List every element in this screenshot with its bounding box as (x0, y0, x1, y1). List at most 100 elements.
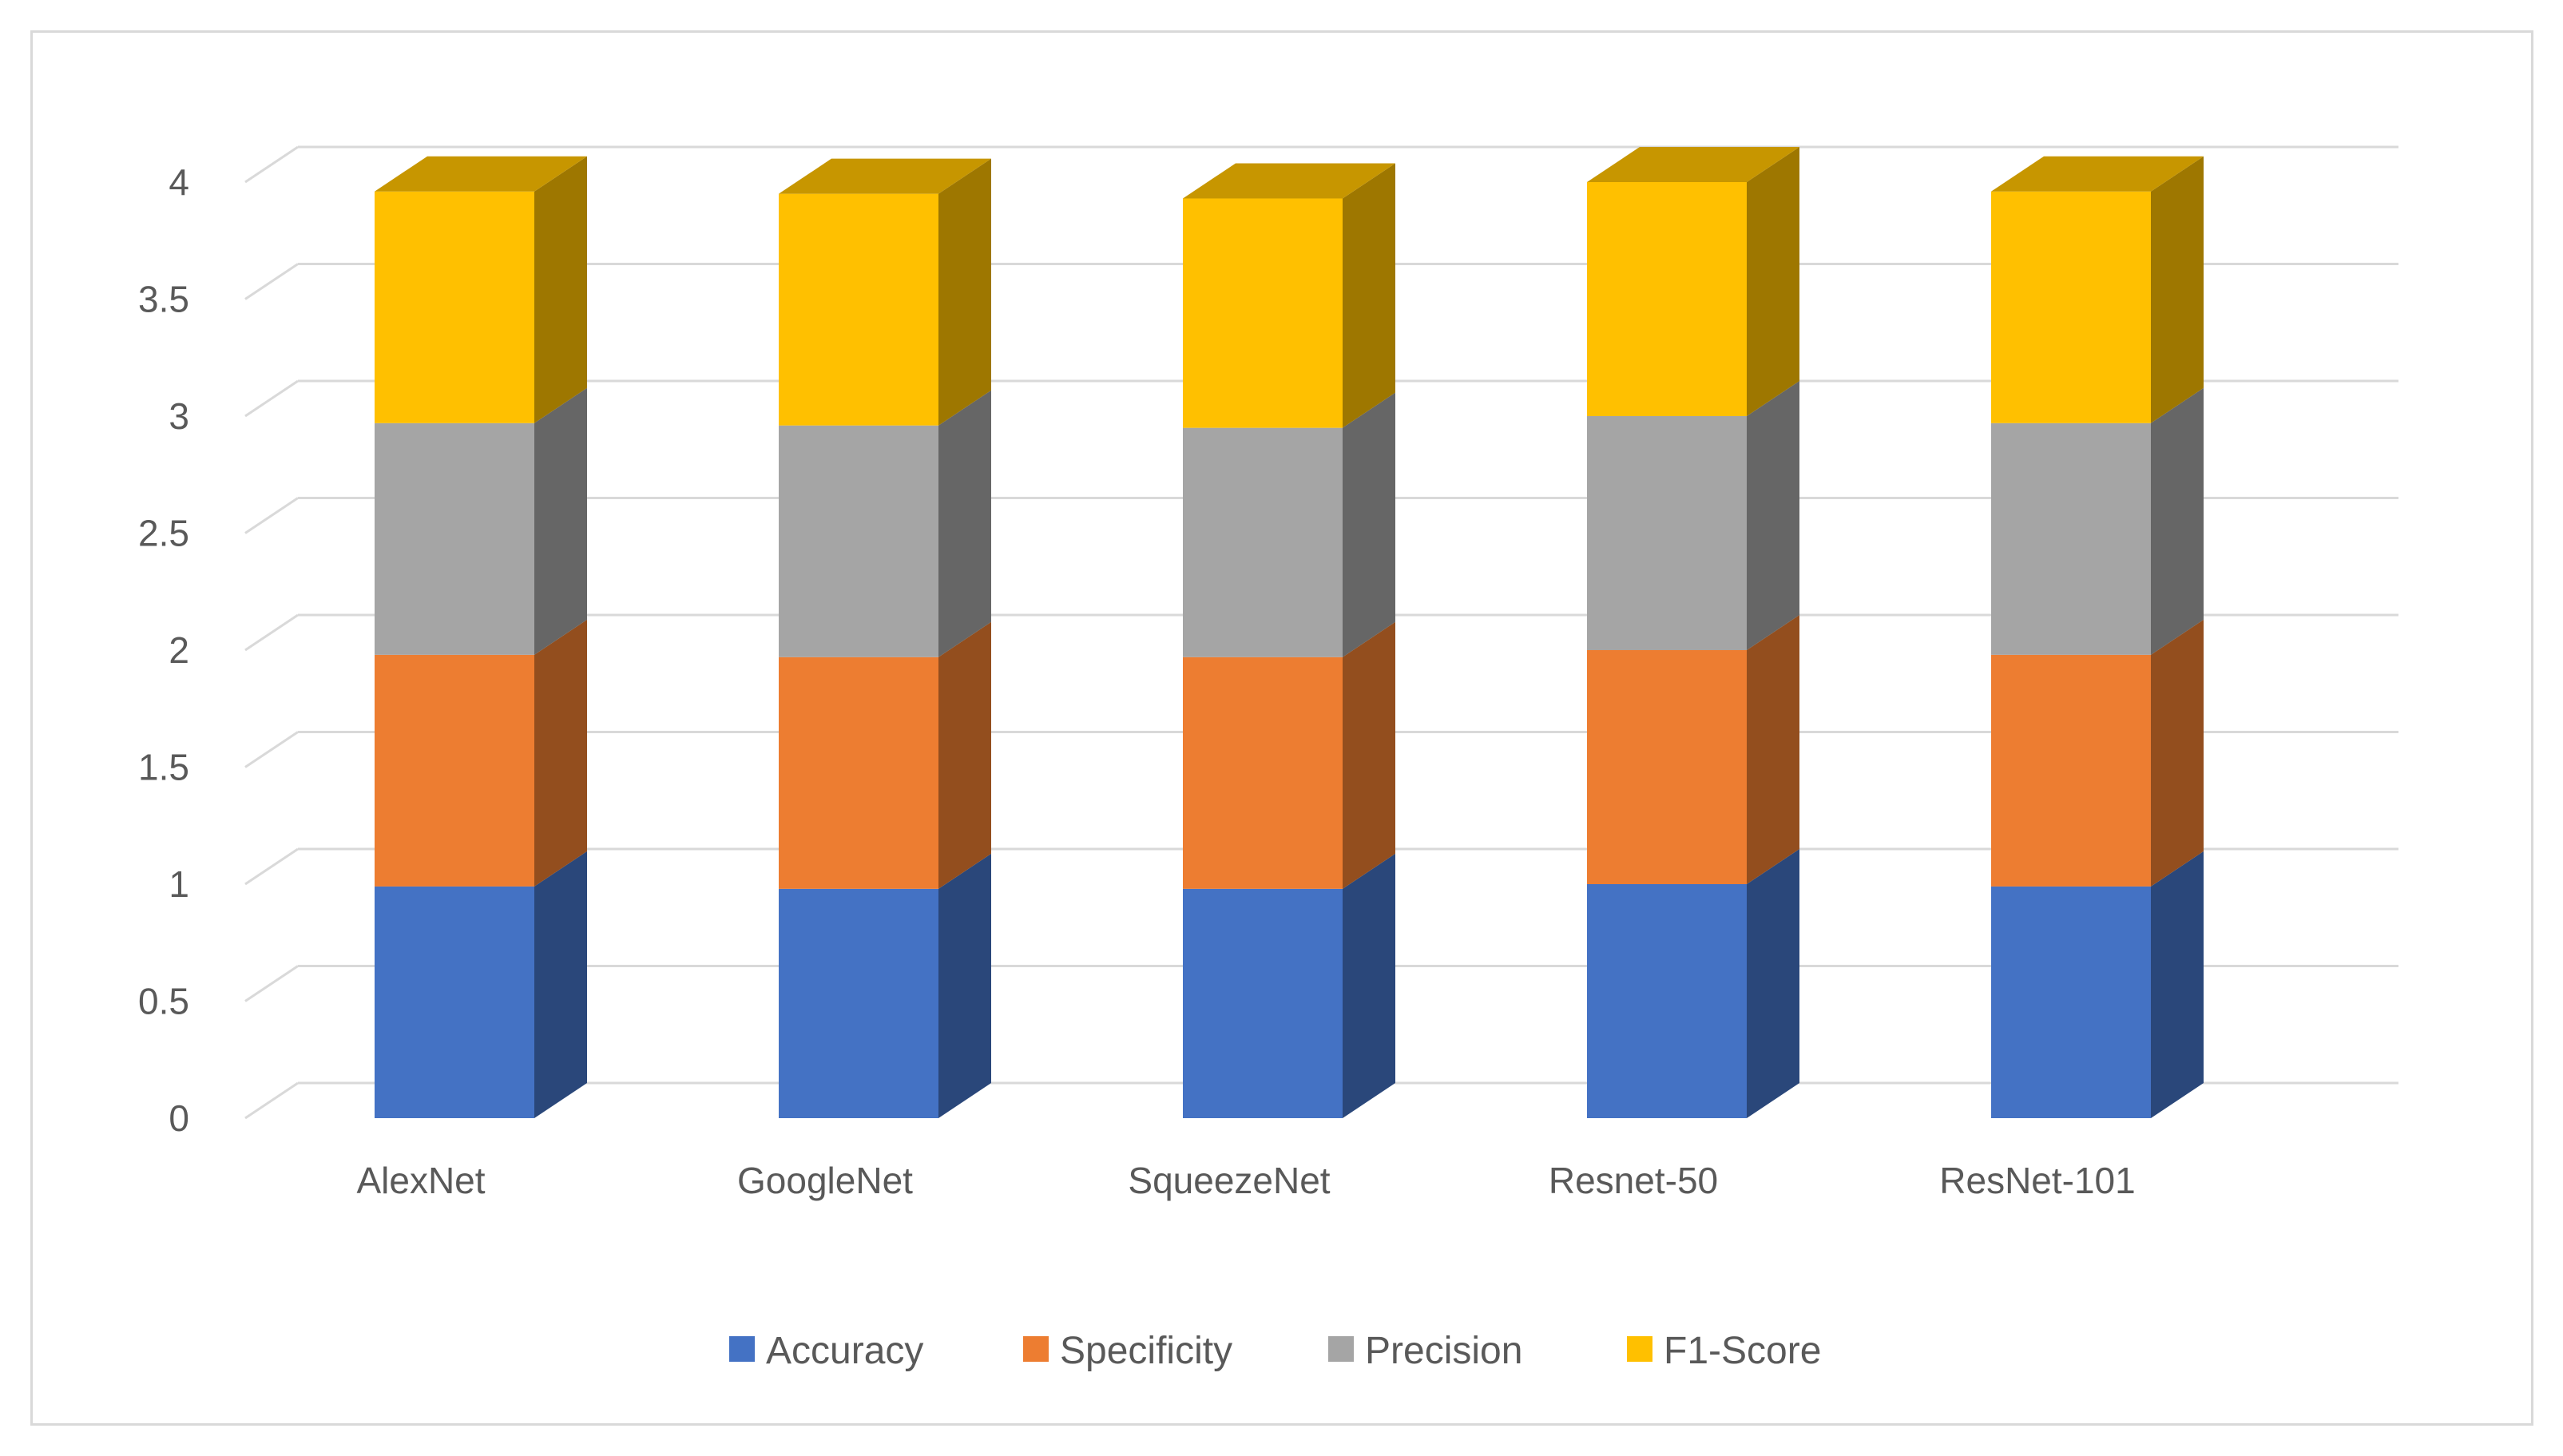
bar-side (1747, 381, 1799, 650)
bar-alexnet-specificity (375, 619, 587, 887)
bar-squeezenet-accuracy (1183, 853, 1395, 1118)
bar-side (1747, 849, 1799, 1118)
bar-front (1991, 886, 2151, 1118)
bar-resnet-101-accuracy (1991, 851, 2204, 1118)
gridline-side (244, 847, 299, 886)
bar-side (2151, 619, 2204, 887)
x-tick-label: AlexNet (356, 1160, 485, 1201)
bar-resnet-50-accuracy (1587, 849, 1799, 1118)
bar-squeezenet-specificity (1183, 621, 1395, 889)
legend: Accuracy Specificity Precision F1-Score (729, 1330, 1821, 1372)
bar-top (1183, 163, 1395, 199)
y-tick-label: 1.5 (138, 747, 189, 788)
y-tick-label: 2 (169, 629, 189, 671)
legend-swatch (1328, 1336, 1354, 1362)
y-tick-label: 2.5 (138, 513, 189, 554)
bar-group-squeezenet (1183, 163, 1395, 1118)
bar-group-resnet-101 (1991, 156, 2204, 1118)
bar-group-googlenet (779, 158, 991, 1118)
bar-front (375, 654, 534, 887)
y-tick-label: 3 (169, 395, 189, 437)
x-tick-label: SqueezeNet (1128, 1160, 1330, 1201)
bar-googlenet-specificity (779, 621, 991, 889)
y-tick-label: 0.5 (138, 981, 189, 1022)
bar-side (938, 621, 991, 889)
bar-group-alexnet (375, 156, 587, 1118)
bar-side (938, 390, 991, 657)
bar-side (534, 156, 587, 423)
legend-swatch (729, 1336, 755, 1362)
bar-front (779, 193, 938, 426)
bar-side (2151, 851, 2204, 1118)
y-tick-label: 3.5 (138, 279, 189, 320)
bar-front (1587, 884, 1747, 1118)
bar-resnet-50-precision (1587, 381, 1799, 650)
bar-front (1183, 888, 1343, 1118)
bar-side (1343, 621, 1395, 889)
gridline-side (244, 497, 299, 534)
bar-front (375, 886, 534, 1118)
legend-label: Accuracy (766, 1330, 923, 1372)
bar-resnet-101-precision (1991, 387, 2204, 655)
y-axis: 0 0.5 1 1.5 2 2.5 3 3.5 4 (138, 161, 189, 1139)
bar-googlenet-precision (779, 390, 991, 657)
bar-top (375, 156, 587, 192)
bar-top (1991, 156, 2204, 192)
bar-side (1343, 853, 1395, 1118)
stacked-bar-chart: 0 0.5 1 1.5 2 2.5 3 3.5 4 AlexNet GoogleNet Squeez… (138, 145, 2398, 1372)
bar-side (938, 853, 991, 1118)
chart-frame: 0 0.5 1 1.5 2 2.5 3 3.5 4 AlexNet GoogleNet Squeez… (30, 30, 2533, 1426)
legend-label: F1-Score (1664, 1330, 1821, 1372)
gridline-side (244, 1081, 299, 1120)
legend-item-accuracy: Accuracy (729, 1330, 923, 1372)
bar-front (1183, 427, 1343, 657)
x-tick-label: Resnet-50 (1549, 1160, 1718, 1201)
gridline-side (244, 379, 299, 418)
gridline-side (244, 965, 299, 1002)
bar-side (1343, 163, 1395, 428)
bar-squeezenet-precision (1183, 392, 1395, 657)
y-tick-label: 0 (169, 1097, 189, 1139)
bar-front (375, 423, 534, 655)
bar-front (779, 888, 938, 1118)
legend-label: Precision (1365, 1330, 1522, 1372)
bar-googlenet-f1-score (779, 158, 991, 426)
bar-squeezenet-f1-score (1183, 163, 1395, 428)
bar-alexnet-accuracy (375, 851, 587, 1118)
legend-label: Specificity (1060, 1330, 1232, 1372)
gridline-side (244, 263, 299, 300)
bar-top (1587, 147, 1799, 182)
bar-googlenet-accuracy (779, 853, 991, 1118)
bar-alexnet-f1-score (375, 156, 587, 423)
bar-side (534, 851, 587, 1118)
legend-swatch (1023, 1336, 1049, 1362)
gridline-side (244, 145, 299, 184)
bar-resnet-50-f1-score (1587, 147, 1799, 416)
y-tick-label: 4 (169, 161, 189, 203)
gridline-side (244, 731, 299, 768)
bar-side (2151, 387, 2204, 655)
x-axis: AlexNet GoogleNet SqueezeNet Resnet-50 ResNe… (356, 1160, 2135, 1201)
gridline-side (244, 613, 299, 652)
bar-side (938, 158, 991, 426)
bar-front (779, 425, 938, 657)
bar-front (1587, 650, 1747, 884)
bar-alexnet-precision (375, 387, 587, 655)
bar-side (1343, 392, 1395, 657)
bar-side (534, 387, 587, 655)
bar-front (779, 657, 938, 889)
bar-side (1747, 615, 1799, 884)
legend-item-specificity: Specificity (1023, 1330, 1232, 1372)
bar-resnet-101-specificity (1991, 619, 2204, 887)
bar-front (1991, 654, 2151, 887)
bar-front (1991, 423, 2151, 655)
bar-top (779, 158, 991, 194)
legend-swatch (1627, 1336, 1652, 1362)
x-tick-label: ResNet-101 (1939, 1160, 2135, 1201)
bar-resnet-50-specificity (1587, 615, 1799, 884)
bar-side (1747, 147, 1799, 416)
bar-front (1587, 182, 1747, 416)
bar-front (1183, 657, 1343, 889)
bar-resnet-101-f1-score (1991, 156, 2204, 423)
bar-group-resnet-50 (1587, 147, 1799, 1118)
